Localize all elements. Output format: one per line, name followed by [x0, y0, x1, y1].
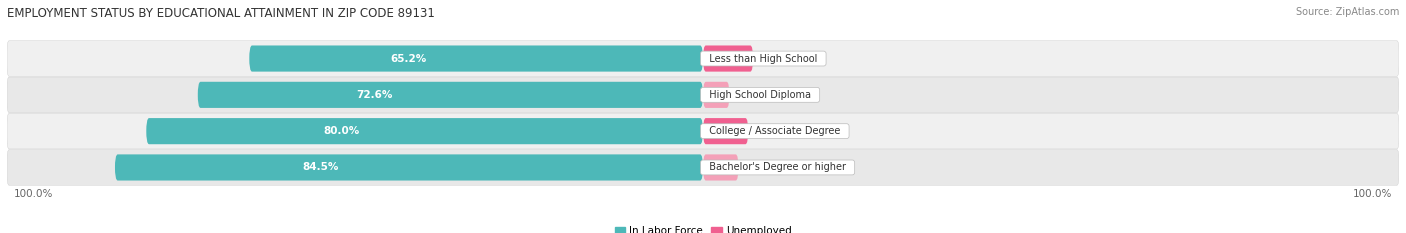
Text: High School Diploma: High School Diploma: [703, 90, 817, 100]
FancyBboxPatch shape: [703, 118, 748, 144]
FancyBboxPatch shape: [7, 113, 1399, 149]
Text: 100.0%: 100.0%: [1353, 189, 1392, 199]
FancyBboxPatch shape: [7, 77, 1399, 113]
Text: Bachelor's Degree or higher: Bachelor's Degree or higher: [703, 162, 852, 172]
FancyBboxPatch shape: [7, 41, 1399, 76]
Text: 3.8%: 3.8%: [740, 90, 766, 100]
FancyBboxPatch shape: [703, 82, 730, 108]
FancyBboxPatch shape: [703, 45, 754, 72]
Text: College / Associate Degree: College / Associate Degree: [703, 126, 846, 136]
Text: 6.5%: 6.5%: [759, 126, 785, 136]
Text: 7.2%: 7.2%: [763, 54, 790, 64]
Text: 72.6%: 72.6%: [356, 90, 392, 100]
FancyBboxPatch shape: [703, 154, 738, 181]
FancyBboxPatch shape: [146, 118, 703, 144]
FancyBboxPatch shape: [198, 82, 703, 108]
Text: 80.0%: 80.0%: [323, 126, 359, 136]
FancyBboxPatch shape: [249, 45, 703, 72]
FancyBboxPatch shape: [7, 150, 1399, 185]
FancyBboxPatch shape: [115, 154, 703, 181]
Legend: In Labor Force, Unemployed: In Labor Force, Unemployed: [610, 222, 796, 233]
Text: 65.2%: 65.2%: [389, 54, 426, 64]
Text: 84.5%: 84.5%: [302, 162, 339, 172]
Text: Source: ZipAtlas.com: Source: ZipAtlas.com: [1295, 7, 1399, 17]
Text: 5.1%: 5.1%: [749, 162, 776, 172]
Text: EMPLOYMENT STATUS BY EDUCATIONAL ATTAINMENT IN ZIP CODE 89131: EMPLOYMENT STATUS BY EDUCATIONAL ATTAINM…: [7, 7, 434, 20]
Text: Less than High School: Less than High School: [703, 54, 824, 64]
Text: 100.0%: 100.0%: [14, 189, 53, 199]
